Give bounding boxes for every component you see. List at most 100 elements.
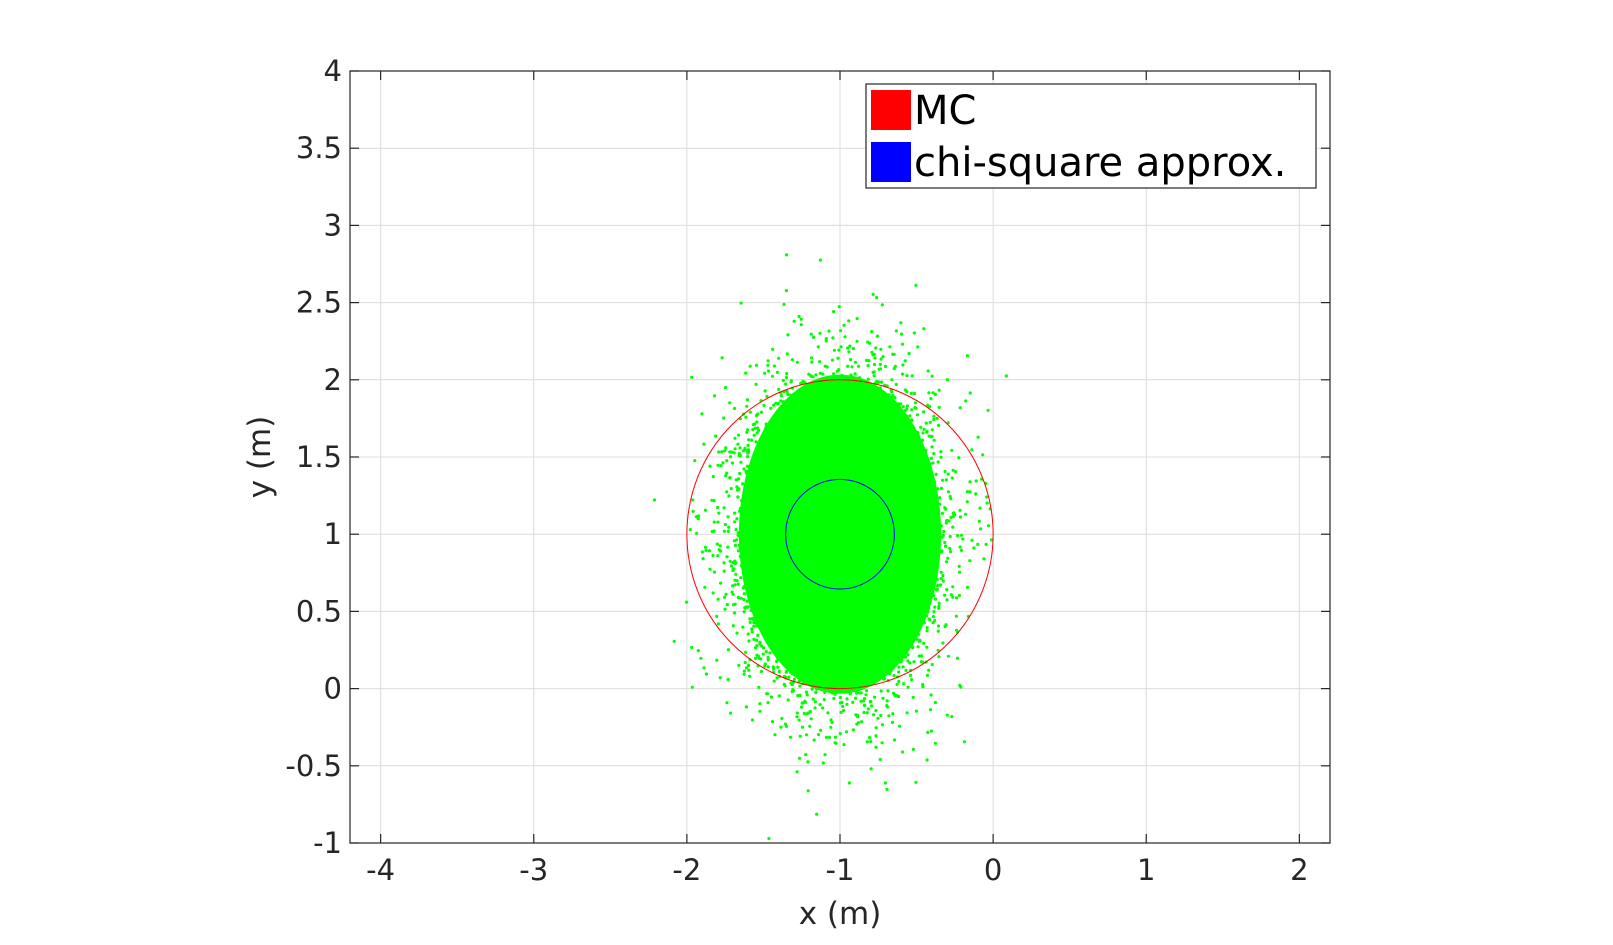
mc-point [921,431,924,434]
mc-point [836,357,839,360]
mc-point [756,412,759,415]
mc-point [786,352,789,355]
mc-point [768,482,771,485]
mc-point [812,661,815,664]
mc-point [972,546,975,549]
mc-point [928,558,931,561]
mc-point [901,750,904,753]
mc-point [941,479,944,482]
mc-point [890,482,893,485]
mc-point [715,659,718,662]
mc-point [767,837,770,840]
mc-point [794,439,797,442]
mc-point [925,587,928,590]
mc-point [874,346,877,349]
mc-point [822,761,825,764]
mc-point [734,447,737,450]
mc-point [773,733,776,736]
mc-point [785,376,788,379]
mc-point [827,330,830,333]
mc-point [934,742,937,745]
mc-point [806,666,809,669]
mc-point [811,688,814,691]
mc-point [775,616,778,619]
mc-point [772,515,775,518]
mc-point [716,543,719,546]
mc-point [805,691,808,694]
mc-point [814,700,817,703]
mc-point [904,669,907,672]
mc-point [767,638,770,641]
mc-point [787,698,790,701]
mc-point [820,664,823,667]
mc-point [814,629,817,632]
mc-point [977,436,980,439]
mc-point [723,449,726,452]
mc-point [765,692,768,695]
mc-point [759,657,762,660]
mc-point [779,726,782,729]
mc-point [974,492,977,495]
mc-point [745,405,748,408]
mc-point [879,714,882,717]
mc-point [932,615,935,618]
mc-point [836,680,839,683]
mc-point [826,678,829,681]
mc-point [727,648,730,651]
mc-point [767,359,770,362]
mc-point [887,496,890,499]
mc-point [820,396,823,399]
mc-point [740,564,743,567]
mc-point [853,682,856,685]
mc-point [845,703,848,706]
mc-point [900,333,903,336]
mc-point [855,340,858,343]
mc-point [958,571,961,574]
mc-point [818,360,821,363]
mc-point [893,413,896,416]
mc-point [782,427,785,430]
mc-point [937,460,940,463]
mc-point [878,409,881,412]
mc-point [939,583,942,586]
mc-point [723,596,726,599]
mc-point [855,408,858,411]
mc-point [773,572,776,575]
mc-point [873,356,876,359]
mc-point [915,502,918,505]
mc-point [760,670,763,673]
mc-point [879,367,882,370]
mc-point [928,482,931,485]
mc-point [945,588,948,591]
mc-point [776,469,779,472]
mc-point [725,701,728,704]
mc-point [801,662,804,665]
mc-point [925,528,928,531]
mc-point [815,813,818,816]
mc-point [742,511,745,514]
mc-point [732,603,735,606]
mc-point [768,651,771,654]
mc-point [773,417,776,420]
mc-point [732,624,735,627]
mc-point [798,403,801,406]
mc-point [881,723,884,726]
mc-point [883,642,886,645]
mc-point [909,480,912,483]
mc-point [779,399,782,402]
mc-point [729,712,732,715]
mc-point [836,617,839,620]
mc-point [858,691,861,694]
mc-point [858,639,861,642]
mc-point [856,317,859,320]
mc-point [879,758,882,761]
mc-point [935,588,938,591]
mc-point [936,532,939,535]
mc-point [1005,374,1008,377]
mc-point [772,613,775,616]
mc-point [938,389,941,392]
mc-point [724,523,727,526]
mc-point [910,452,913,455]
mc-point [914,781,917,784]
mc-point [858,404,861,407]
